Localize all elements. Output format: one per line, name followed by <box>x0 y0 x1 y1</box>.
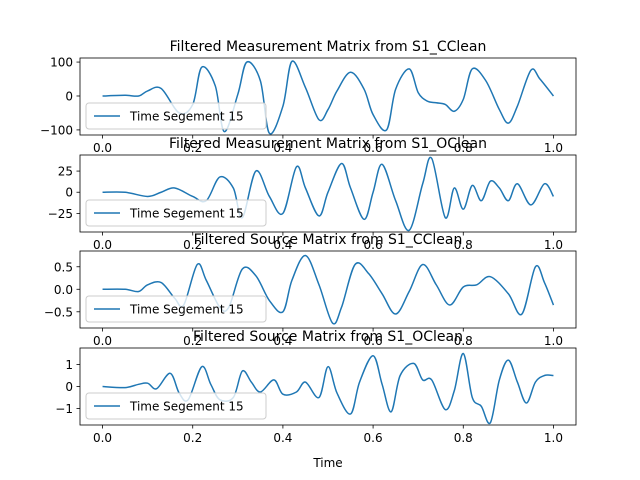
legend-label: Time Segement 15 <box>129 303 244 317</box>
legend-label: Time Segement 15 <box>129 400 244 414</box>
x-tick-label: 0.6 <box>364 334 383 348</box>
legend: Time Segement 15 <box>85 295 267 323</box>
axes-frame <box>79 347 577 426</box>
x-tick-label: 0.0 <box>93 141 112 155</box>
axes-frame <box>79 57 577 136</box>
x-tick-label: 0.6 <box>364 141 383 155</box>
x-tick-label: 1.0 <box>544 431 563 445</box>
x-tick-label: 1.0 <box>544 334 563 348</box>
subplot-4: 0.0 0.2 0.4 0.6 0.8 1.0 −1 0 1 Time Segement 15 Fi… <box>55 329 577 445</box>
y-tick-label: 0 <box>65 186 73 200</box>
legend-label: Time Segement 15 <box>129 110 244 124</box>
legend: Time Segement 15 <box>85 102 267 130</box>
x-tick-label: 0.2 <box>183 334 202 348</box>
x-tick-label: 0.6 <box>364 238 383 252</box>
x-tick-label: 0.6 <box>364 431 383 445</box>
x-tick-label: 0.4 <box>273 431 292 445</box>
subplot-1: 0.0 0.2 0.4 0.6 0.8 1.0 −100 0 100 Time Segement … <box>40 39 577 155</box>
subplot-title: Filtered Measurement Matrix from S1_CCle… <box>170 39 487 55</box>
series-line <box>102 60 555 135</box>
subplot-2: 0.0 0.2 0.4 0.6 0.8 1.0 −25 0 25 Time Segement 15… <box>48 136 577 252</box>
x-tick-label: 0.4 <box>273 334 292 348</box>
subplot-title: Filtered Source Matrix from S1_OClean <box>193 329 463 345</box>
subplot-title: Filtered Measurement Matrix from S1_OCle… <box>169 136 487 152</box>
y-tick-label: 0 <box>65 380 73 394</box>
x-tick-label: 0.0 <box>93 334 112 348</box>
x-tick-label: 0.8 <box>454 238 473 252</box>
axes-frame <box>79 250 577 329</box>
y-tick-label: 1 <box>65 358 73 372</box>
y-tick-label: 100 <box>50 56 73 70</box>
legend-box <box>85 295 267 323</box>
legend: Time Segement 15 <box>85 392 267 420</box>
y-tick-label: −25 <box>48 207 73 221</box>
y-tick-label: 25 <box>58 165 73 179</box>
x-tick-label: 0.2 <box>183 238 202 252</box>
legend-box <box>85 199 267 227</box>
legend-box <box>85 392 267 420</box>
x-tick-label: 0.2 <box>183 141 202 155</box>
axes-frame <box>79 154 577 233</box>
y-tick-label: −1 <box>55 402 73 416</box>
x-tick-label: 0.4 <box>273 141 292 155</box>
subplot-title: Filtered Source Matrix from S1_CClean <box>194 232 463 248</box>
y-tick-label: −100 <box>40 123 73 137</box>
y-tick-label: 0.0 <box>54 283 73 297</box>
x-tick-label: 1.0 <box>544 238 563 252</box>
subplot-3: 0.0 0.2 0.4 0.6 0.8 1.0 −0.5 0.0 0.5 Time Segemen… <box>44 232 577 348</box>
x-tick-label: 0.8 <box>454 334 473 348</box>
x-tick-label: 0.8 <box>454 141 473 155</box>
x-tick-label: 0.2 <box>183 431 202 445</box>
y-tick-label: −0.5 <box>44 305 73 319</box>
x-tick-label: 1.0 <box>544 141 563 155</box>
x-tick-label: 0.0 <box>93 431 112 445</box>
x-axis-label: Time <box>312 456 342 470</box>
y-tick-label: 0 <box>65 89 73 103</box>
legend: Time Segement 15 <box>85 199 267 227</box>
y-tick-label: 0.5 <box>54 260 73 274</box>
series-line <box>102 156 555 232</box>
legend-label: Time Segement 15 <box>129 207 244 221</box>
x-tick-label: 0.0 <box>93 238 112 252</box>
legend-box <box>85 102 267 130</box>
x-tick-label: 0.4 <box>273 238 292 252</box>
x-tick-label: 0.8 <box>454 431 473 445</box>
